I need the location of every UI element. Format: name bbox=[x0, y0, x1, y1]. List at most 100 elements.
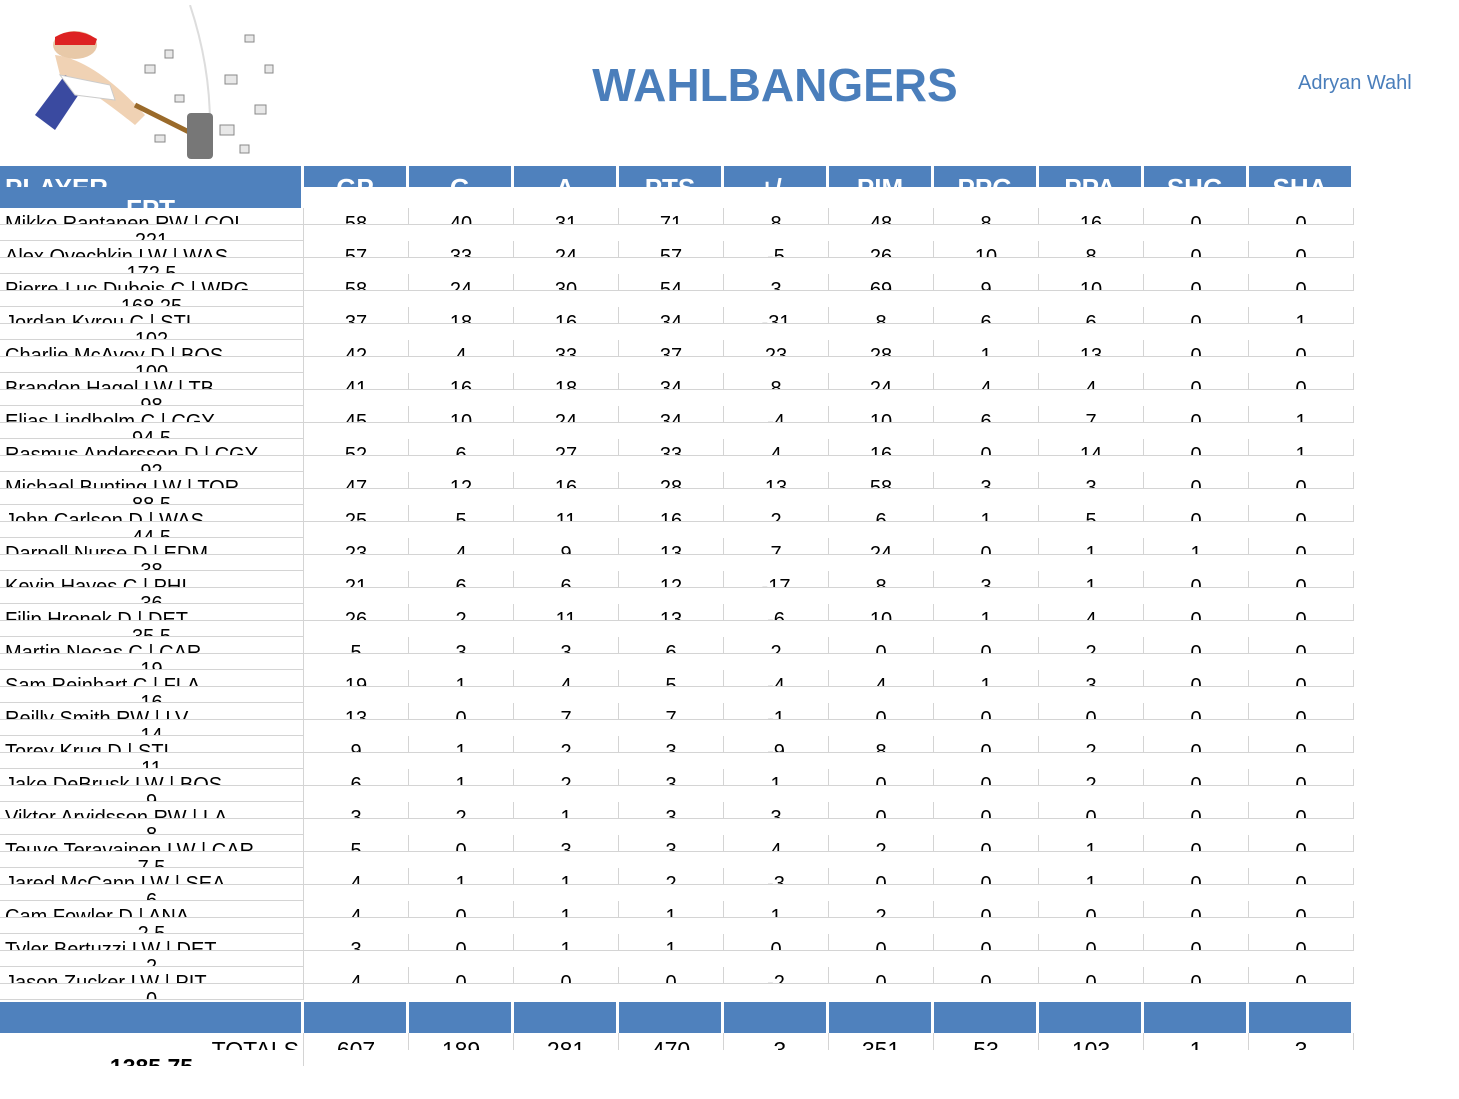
stat-cell: 0 bbox=[1144, 868, 1249, 885]
stat-cell: -9 bbox=[724, 736, 829, 753]
stat-cell: 3 bbox=[1039, 670, 1144, 687]
stat-cell: 4 bbox=[724, 835, 829, 852]
stat-cell: 2 bbox=[409, 604, 514, 621]
stat-cell: 9 bbox=[934, 274, 1039, 291]
stat-cell: 88.5 bbox=[0, 488, 304, 505]
stat-cell: 4 bbox=[304, 967, 409, 984]
stat-cell: 0 bbox=[1249, 802, 1354, 819]
stat-cell: 36 bbox=[0, 587, 304, 604]
stat-cell: 27 bbox=[514, 439, 619, 456]
stat-cell: 0 bbox=[1144, 340, 1249, 357]
stat-cell: 0 bbox=[934, 538, 1039, 555]
player-name-cell: Jared McCann LW | SEA bbox=[0, 868, 304, 885]
stat-cell: 34 bbox=[619, 406, 724, 423]
stat-cell: -31 bbox=[724, 307, 829, 324]
column-header: PPA bbox=[1039, 166, 1144, 187]
stat-cell: 0 bbox=[829, 868, 934, 885]
stat-cell: 8 bbox=[829, 571, 934, 588]
stat-cell: 34 bbox=[619, 373, 724, 390]
stat-cell: -1 bbox=[724, 703, 829, 720]
stat-cell: 3 bbox=[619, 835, 724, 852]
player-name-cell: Michael Bunting LW | TOR bbox=[0, 472, 304, 489]
stat-cell: 0 bbox=[934, 934, 1039, 951]
band-cell bbox=[724, 1000, 829, 1033]
stat-cell: 2 bbox=[829, 835, 934, 852]
stat-cell: 25 bbox=[304, 505, 409, 522]
stat-cell: 0 bbox=[1249, 670, 1354, 687]
total-cell: 470 bbox=[619, 1033, 724, 1050]
table-row: Mikko Rantanen RW | COL 58 40 31 71 8 48 8 16 0 0 2… bbox=[0, 208, 1459, 241]
stat-cell: 1 bbox=[619, 901, 724, 918]
stat-cell: 0 bbox=[934, 637, 1039, 654]
stat-cell: 0 bbox=[409, 835, 514, 852]
stat-cell: 10 bbox=[1039, 274, 1144, 291]
stat-cell: 4 bbox=[409, 340, 514, 357]
stat-cell: 0 bbox=[829, 769, 934, 786]
stat-cell: 2 bbox=[724, 637, 829, 654]
stat-cell: 0 bbox=[934, 703, 1039, 720]
band-cell bbox=[409, 1000, 514, 1033]
band-cell bbox=[1249, 1000, 1354, 1033]
total-cell: 1385.75 bbox=[0, 1049, 304, 1066]
stat-cell: 1 bbox=[619, 934, 724, 951]
header-row: PLAYERGPGAPTS+/-PIMPPGPPASHGSHA FPT bbox=[0, 166, 1459, 208]
stat-cell: 11 bbox=[0, 752, 304, 769]
column-header: PLAYER bbox=[0, 166, 304, 187]
stat-cell: 48 bbox=[829, 208, 934, 225]
stat-cell: 16 bbox=[409, 373, 514, 390]
stat-cell: 0 bbox=[1144, 241, 1249, 258]
stat-cell: 24 bbox=[514, 406, 619, 423]
stat-cell: 0 bbox=[1249, 967, 1354, 984]
stat-cell: 0 bbox=[1144, 307, 1249, 324]
table-row: Torey Krug D | STL 9 1 2 3 -9 8 0 2 0 0 11 bbox=[0, 736, 1459, 769]
stat-cell: 0 bbox=[1249, 901, 1354, 918]
stat-cell: 1 bbox=[1144, 538, 1249, 555]
player-name-cell: Kevin Hayes C | PHI bbox=[0, 571, 304, 588]
stat-cell: 0 bbox=[409, 967, 514, 984]
stat-cell: 12 bbox=[409, 472, 514, 489]
player-name-cell: Darnell Nurse D | EDM bbox=[0, 538, 304, 555]
stat-cell: 102 bbox=[0, 323, 304, 340]
stat-cell: 0 bbox=[1144, 703, 1249, 720]
stat-cell: 6 bbox=[934, 406, 1039, 423]
table-row: Rasmus Andersson D | CGY 52 6 27 33 4 16 0 14 0 1 9… bbox=[0, 439, 1459, 472]
stat-cell: 13 bbox=[1039, 340, 1144, 357]
totals-label: TOTALS bbox=[0, 1033, 304, 1050]
owner-name[interactable]: Adryan Wahl bbox=[1298, 72, 1412, 94]
player-name-cell: Jordan Kyrou C | STL bbox=[0, 307, 304, 324]
stat-cell: 3 bbox=[619, 802, 724, 819]
table-row: John Carlson D | WAS 25 5 11 16 2 6 1 5 0 0 44.5 bbox=[0, 505, 1459, 538]
stat-cell: 0 bbox=[1249, 835, 1354, 852]
table-row: Cam Fowler D | ANA 4 0 1 1 1 2 0 0 0 0 2.5 bbox=[0, 901, 1459, 934]
stat-cell: 0 bbox=[1249, 637, 1354, 654]
stat-cell: 14 bbox=[1039, 439, 1144, 456]
stat-cell: 1 bbox=[514, 868, 619, 885]
table-row: Michael Bunting LW | TOR 47 12 16 28 13 58 3 3 0 0… bbox=[0, 472, 1459, 505]
stat-cell: 0 bbox=[934, 835, 1039, 852]
stat-cell: 24 bbox=[514, 241, 619, 258]
stat-cell: 58 bbox=[304, 274, 409, 291]
stat-cell: 30 bbox=[514, 274, 619, 291]
stat-cell: 2 bbox=[0, 950, 304, 967]
stat-cell: 3 bbox=[409, 637, 514, 654]
table-row: Jared McCann LW | SEA 4 1 1 2 -3 0 0 1 0 0 6 bbox=[0, 868, 1459, 901]
table-row: Brandon Hagel LW | TB 41 16 18 34 8 24 4 4 0 0 98 bbox=[0, 373, 1459, 406]
stat-cell: 0 bbox=[1249, 868, 1354, 885]
stat-cell: 5 bbox=[1039, 505, 1144, 522]
player-name-cell: Jake DeBrusk LW | BOS bbox=[0, 769, 304, 786]
stat-cell: 2 bbox=[1039, 736, 1144, 753]
band-cell bbox=[619, 1000, 724, 1033]
stat-cell: 6 bbox=[619, 637, 724, 654]
stat-cell: 9 bbox=[304, 736, 409, 753]
stat-cell: 0 bbox=[1249, 340, 1354, 357]
stat-cell: 41 bbox=[304, 373, 409, 390]
stat-cell: 0 bbox=[1039, 802, 1144, 819]
stat-cell: 2 bbox=[724, 505, 829, 522]
stat-cell: 1 bbox=[409, 769, 514, 786]
stat-cell: 0 bbox=[934, 967, 1039, 984]
stat-cell: 0 bbox=[1249, 571, 1354, 588]
stat-cell: 58 bbox=[304, 208, 409, 225]
stat-cell: 100 bbox=[0, 356, 304, 373]
stat-cell: 23 bbox=[304, 538, 409, 555]
stat-cell: 0 bbox=[1144, 571, 1249, 588]
